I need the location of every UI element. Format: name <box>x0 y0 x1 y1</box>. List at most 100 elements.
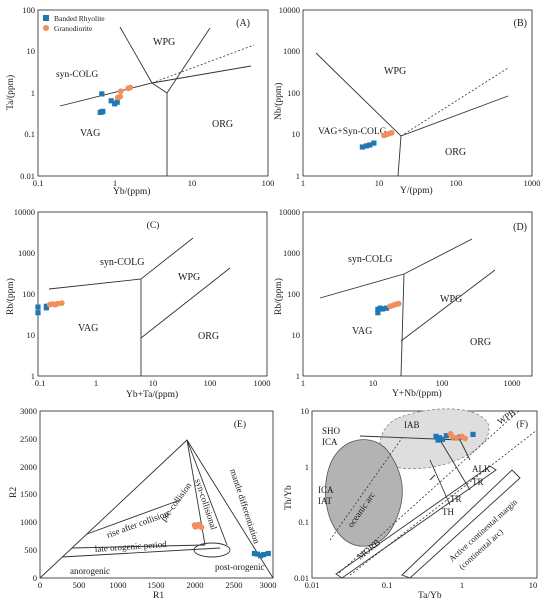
x-axis-label: Y+Nb/(ppm) <box>392 388 442 399</box>
data-point-rhyolite-6 <box>114 99 120 105</box>
x-tick-10: 10 <box>529 580 538 590</box>
panel-e-label: (E) <box>234 419 246 430</box>
morb-array <box>335 465 497 579</box>
field-wpg: WPG <box>178 272 200 283</box>
panel-c-label: (C) <box>147 220 160 231</box>
field-vag: VAG <box>78 323 98 334</box>
y-axis-label: Nb/(ppm) <box>273 83 284 120</box>
y-tick-1: 1 <box>305 462 309 472</box>
boundary-rise <box>86 499 181 535</box>
x-tick-1: 1 <box>460 580 464 590</box>
y-tick-10000: 10000 <box>279 207 300 217</box>
boundary-th <box>429 459 451 506</box>
data-point-rhyolite-2 <box>436 435 442 441</box>
y-axis-label: Th/Yb <box>284 485 294 510</box>
boundary-upper <box>315 52 509 137</box>
data-point-rhyolite-4 <box>254 551 261 557</box>
panel-c: (C) syn-COLG WPG VAG ORG Yb+Ta/(ppm) Rb/… <box>5 207 271 400</box>
y-axis-label: Rb/(ppm) <box>5 278 16 315</box>
y-axis-label: Rb/(ppm) <box>273 278 284 315</box>
data-point-granodiorite-3 <box>395 300 402 307</box>
boundary-vertical <box>397 135 402 177</box>
data-point-rhyolite-0 <box>35 310 41 316</box>
panel-a: (A) Banded Rhyolite Granodiorite WPG syn… <box>5 5 274 197</box>
panel-d-label: (D) <box>513 222 527 233</box>
y-tick-1500: 1500 <box>20 489 37 499</box>
y-tick-2000: 2000 <box>20 462 37 472</box>
x-tick-1: 1 <box>301 378 305 388</box>
data-point-rhyolite-0 <box>251 550 257 557</box>
data-point-rhyolite-1 <box>35 304 41 310</box>
arrow-shaft <box>429 474 436 481</box>
field-ica-lower: ICA <box>318 485 334 495</box>
panel-d-points <box>375 300 402 316</box>
legend-granodiorite-marker <box>43 25 49 31</box>
y-tick-1: 1 <box>296 371 300 381</box>
data-point-granodiorite-3 <box>388 129 395 136</box>
panel-c-frame <box>37 211 268 377</box>
data-point-granodiorite-4 <box>58 300 65 306</box>
field-wpg: WPG <box>153 37 175 48</box>
boundary-vertical <box>400 273 405 377</box>
x-tick-0: 0 <box>38 580 42 590</box>
boundary-upper <box>319 238 473 299</box>
y-axis-label: R2 <box>9 487 19 498</box>
y-tick-100: 100 <box>22 5 35 15</box>
data-point-rhyolite-6 <box>470 431 476 437</box>
legend-rhyolite-marker <box>43 15 49 21</box>
field-tr: TR <box>450 494 462 504</box>
field-ica-upper: ICA <box>322 437 338 447</box>
legend-rhyolite-label: Banded Rhyolite <box>54 14 105 23</box>
x-tick-500: 500 <box>73 580 86 590</box>
panel-d: (D) syn-COLG WPG VAG ORG Y+Nb/(ppm) Rb/(… <box>273 207 533 399</box>
data-point-rhyolite-0 <box>433 433 439 439</box>
field-tr-right: TR <box>472 477 484 487</box>
y-axis-label: Ta/(ppm) <box>5 75 16 110</box>
boundary-org <box>400 269 496 342</box>
x-axis-label: Ta/Yb <box>418 591 442 601</box>
data-point-rhyolite-0 <box>359 144 365 150</box>
data-point-granodiorite-4 <box>127 84 134 91</box>
field-syn-colg: syn-COLG <box>56 70 98 80</box>
data-point-rhyolite-4 <box>108 98 114 104</box>
y-tick-10: 10 <box>27 46 36 56</box>
data-point-rhyolite-4 <box>383 305 390 311</box>
data-point-rhyolite-3 <box>439 436 446 442</box>
data-point-rhyolite-0 <box>375 310 381 316</box>
panel-f-points <box>433 430 476 443</box>
field-wpg: WPG <box>384 66 406 77</box>
x-axis-label: R1 <box>153 591 164 601</box>
panel-a-frame <box>37 9 269 177</box>
x-tick-1: 1 <box>301 178 305 188</box>
boundary-mantle <box>186 439 228 546</box>
y-tick-0.01: 0.01 <box>294 573 309 583</box>
field-vag: VAG <box>80 128 100 139</box>
field-syn-colg: syn-COLG <box>348 254 392 265</box>
field-iat: IAT <box>318 496 332 506</box>
x-tick-1000: 1000 <box>504 378 521 388</box>
panel-b-frame <box>302 9 533 177</box>
panel-e: (E) mantle differentiation syn-collision… <box>9 406 277 601</box>
x-tick-10: 10 <box>149 378 158 388</box>
data-point-granodiorite-4 <box>462 435 468 442</box>
boundary-dotted-1 <box>329 437 403 541</box>
data-point-rhyolite-3 <box>99 91 105 97</box>
boundary-org <box>140 267 231 339</box>
field-wpb: WPB <box>495 407 517 426</box>
field-org: ORG <box>470 337 491 348</box>
field-vag: VAG <box>352 326 372 337</box>
y-tick-10000: 10000 <box>279 5 300 15</box>
field-anorogenic: anorogenic <box>70 566 110 576</box>
field-sho: SHO <box>322 426 341 436</box>
y-tick-10: 10 <box>292 129 301 139</box>
y-tick-2500: 2500 <box>20 434 37 444</box>
data-point-granodiorite-2 <box>117 88 124 95</box>
x-tick-3000: 3000 <box>260 580 277 590</box>
boundary-triple <box>151 82 168 94</box>
field-syn-colg: syn-COLG <box>100 257 144 268</box>
data-point-rhyolite-2 <box>261 552 267 558</box>
data-point-rhyolite-2 <box>367 142 373 148</box>
legend-granodiorite-label: Granodiorite <box>54 24 93 33</box>
panel-e-points <box>191 521 271 559</box>
